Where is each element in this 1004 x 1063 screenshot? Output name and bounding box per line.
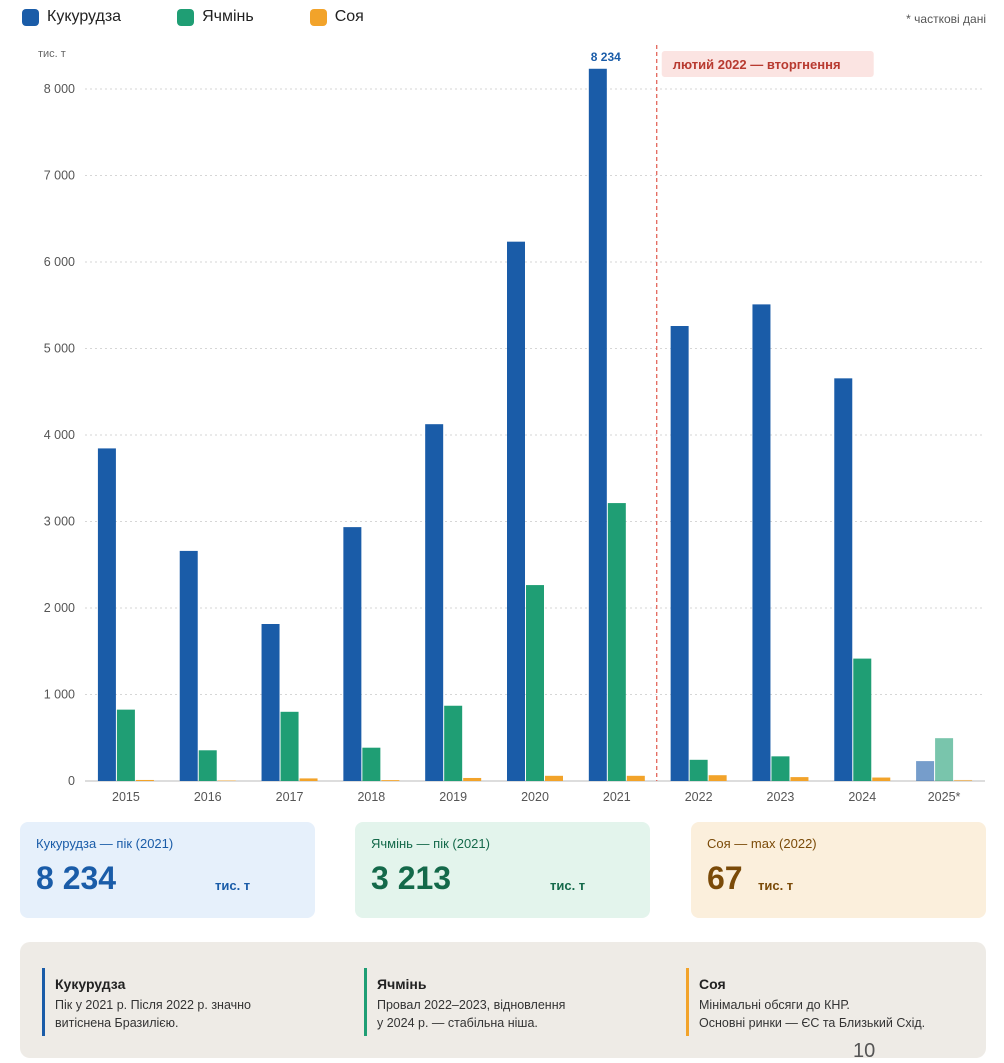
bar-corn (916, 761, 934, 781)
note-barley-line-1: Провал 2022–2023, відновлення (377, 996, 565, 1014)
note-barley: Ячмінь Провал 2022–2023, відновлення у 2… (364, 968, 565, 1036)
card-corn-title: Кукурудза — пік (2021) (36, 836, 299, 851)
y-tick-label: 2 000 (44, 601, 75, 615)
bar-corn (589, 69, 607, 781)
invasion-label: лютий 2022 — вторгнення (673, 57, 841, 72)
y-tick-label: 0 (68, 774, 75, 788)
x-tick-label: 2015 (112, 790, 140, 804)
note-soy-line-2: Основні ринки — ЄС та Близький Схід. (699, 1014, 925, 1032)
y-tick-label: 3 000 (44, 515, 75, 529)
bar-soy (545, 776, 563, 781)
x-tick-label: 2022 (685, 790, 713, 804)
x-tick-label: 2016 (194, 790, 222, 804)
y-tick-label: 7 000 (44, 169, 75, 183)
card-barley-unit: тис. т (550, 878, 585, 893)
bar-soy (381, 780, 399, 781)
bar-corn (343, 527, 361, 781)
bar-soy (872, 778, 890, 781)
note-soy-line-1: Мінімальні обсяги до КНР. (699, 996, 925, 1014)
card-barley-title: Ячмінь — пік (2021) (371, 836, 634, 851)
bar-barley (444, 706, 462, 781)
page-number: 10 (853, 1040, 875, 1063)
y-tick-label: 4 000 (44, 428, 75, 442)
legend: Кукурудза Ячмінь Соя (22, 8, 420, 26)
x-tick-label: 2025* (928, 790, 961, 804)
y-tick-label: 6 000 (44, 255, 75, 269)
bar-soy (954, 780, 972, 781)
note-corn: Кукурудза Пік у 2021 р. Після 2022 р. зн… (42, 968, 251, 1036)
card-soy-title: Соя — max (2022) (707, 836, 970, 851)
bar-barley (853, 659, 871, 781)
card-soy-value: 67 (707, 860, 743, 897)
card-barley-peak: Ячмінь — пік (2021) 3 213 тис. т (355, 822, 650, 918)
x-tick-label: 2018 (357, 790, 385, 804)
bar-soy (790, 777, 808, 781)
y-axis-unit-label: тис. т (38, 48, 66, 60)
bar-barley (608, 503, 626, 781)
legend-label-soy: Соя (335, 8, 364, 26)
card-soy-unit: тис. т (758, 878, 793, 893)
bar-soy (300, 778, 318, 781)
bar-corn (834, 378, 852, 781)
bar-corn (752, 304, 770, 781)
note-soy-text: Мінімальні обсяги до КНР. Основні ринки … (699, 996, 925, 1032)
bar-soy (136, 780, 154, 781)
summary-cards: Кукурудза — пік (2021) 8 234 тис. т Ячмі… (20, 822, 986, 918)
note-corn-text: Пік у 2021 р. Після 2022 р. значно витіс… (55, 996, 251, 1032)
x-tick-label: 2019 (439, 790, 467, 804)
note-barley-line-2: у 2024 р. — стабільна ніша. (377, 1014, 565, 1032)
note-soy-title: Соя (699, 976, 925, 992)
bar-corn (98, 448, 116, 781)
bar-corn (425, 424, 443, 781)
note-barley-title: Ячмінь (377, 976, 565, 992)
card-corn-peak: Кукурудза — пік (2021) 8 234 тис. т (20, 822, 315, 918)
x-tick-label: 2023 (767, 790, 795, 804)
note-barley-text: Провал 2022–2023, відновлення у 2024 р. … (377, 996, 565, 1032)
legend-label-corn: Кукурудза (47, 8, 121, 26)
y-tick-label: 1 000 (44, 688, 75, 702)
note-soy: Соя Мінімальні обсяги до КНР. Основні ри… (686, 968, 925, 1036)
y-tick-label: 8 000 (44, 82, 75, 96)
x-tick-label: 2017 (276, 790, 304, 804)
card-barley-value: 3 213 (371, 860, 451, 897)
bar-soy (463, 778, 481, 781)
note-corn-line-1: Пік у 2021 р. Після 2022 р. значно (55, 996, 251, 1014)
legend-item-corn: Кукурудза (22, 8, 121, 26)
partial-data-note: * часткові дані (906, 12, 986, 26)
bar-chart: тис. т 0 1 000 2 000 3 000 4 000 5 000 6 000 7 0… (0, 40, 1004, 815)
bar-soy (627, 776, 645, 781)
legend-label-barley: Ячмінь (202, 8, 254, 26)
card-corn-value: 8 234 (36, 860, 116, 897)
bar-soy (709, 775, 727, 781)
legend-item-soy: Соя (310, 8, 364, 26)
notes-panel: Кукурудза Пік у 2021 р. Після 2022 р. зн… (20, 942, 986, 1058)
legend-item-barley: Ячмінь (177, 8, 254, 26)
legend-swatch-corn (22, 9, 39, 26)
bar-barley (199, 750, 217, 781)
note-corn-title: Кукурудза (55, 976, 251, 992)
bar-corn (507, 242, 525, 781)
bar-barley (526, 585, 544, 781)
bar-corn (262, 624, 280, 781)
card-soy-max: Соя — max (2022) 67 тис. т (691, 822, 986, 918)
bar-barley (935, 738, 953, 781)
bar-barley (362, 748, 380, 781)
x-tick-label: 2020 (521, 790, 549, 804)
bar-corn (180, 551, 198, 781)
card-corn-unit: тис. т (215, 878, 250, 893)
legend-swatch-barley (177, 9, 194, 26)
bar-barley (690, 760, 708, 781)
data-label-corn-2021: 8 234 (591, 50, 621, 64)
bar-barley (771, 756, 789, 781)
x-tick-label: 2021 (603, 790, 631, 804)
x-tick-label: 2024 (848, 790, 876, 804)
bar-corn (671, 326, 689, 781)
note-corn-line-2: витіснена Бразилією. (55, 1014, 251, 1032)
bar-barley (117, 710, 135, 781)
y-tick-label: 5 000 (44, 342, 75, 356)
bar-barley (281, 712, 299, 781)
legend-swatch-soy (310, 9, 327, 26)
